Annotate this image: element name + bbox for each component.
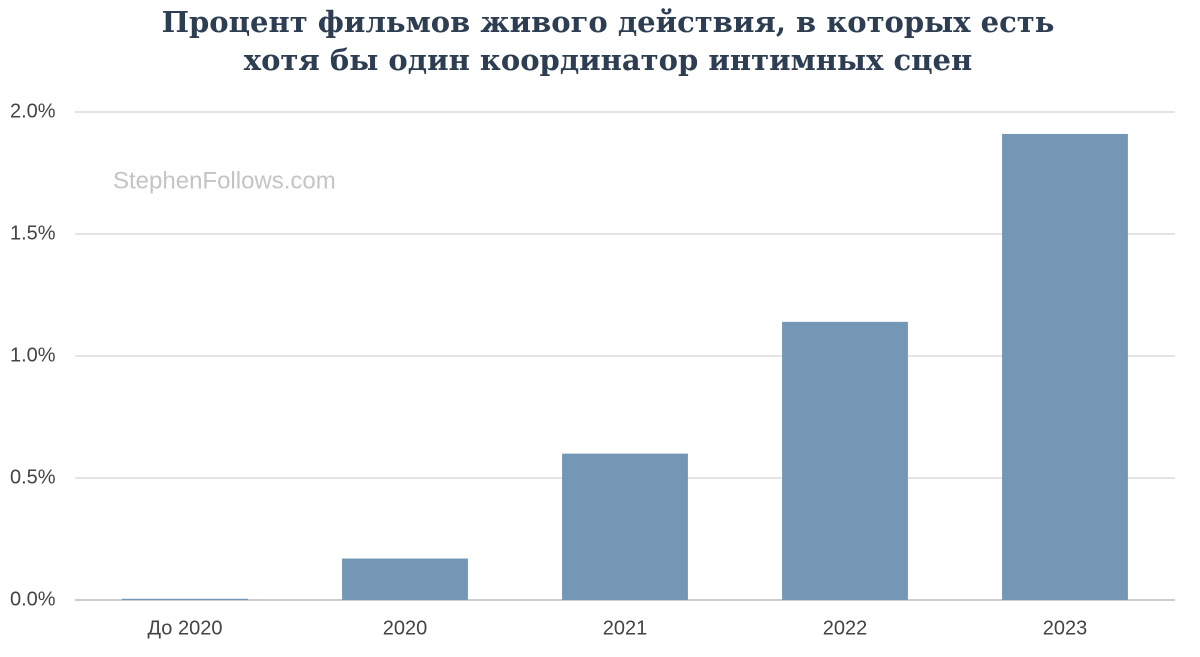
- y-tick-label: 1.5%: [10, 222, 56, 244]
- x-tick-label: До 2020: [148, 617, 223, 639]
- bar: [342, 558, 468, 600]
- y-tick-label: 0.5%: [10, 466, 56, 488]
- x-tick-label: 2021: [603, 617, 648, 639]
- x-tick-label: 2022: [823, 617, 868, 639]
- y-tick-label: 0.0%: [10, 588, 56, 610]
- bar: [122, 598, 248, 600]
- chart-title: хотя бы один координатор интимных сцен: [244, 43, 972, 77]
- y-tick-label: 1.0%: [10, 344, 56, 366]
- watermark: StephenFollows.com: [113, 167, 336, 194]
- chart-title: Процент фильмов живого действия, в котор…: [162, 5, 1055, 39]
- bar: [1002, 133, 1128, 600]
- y-tick-label: 2.0%: [10, 100, 56, 122]
- bar: [562, 453, 688, 600]
- x-tick-label: 2020: [383, 617, 428, 639]
- bar: [782, 321, 908, 600]
- x-tick-label: 2023: [1043, 617, 1088, 639]
